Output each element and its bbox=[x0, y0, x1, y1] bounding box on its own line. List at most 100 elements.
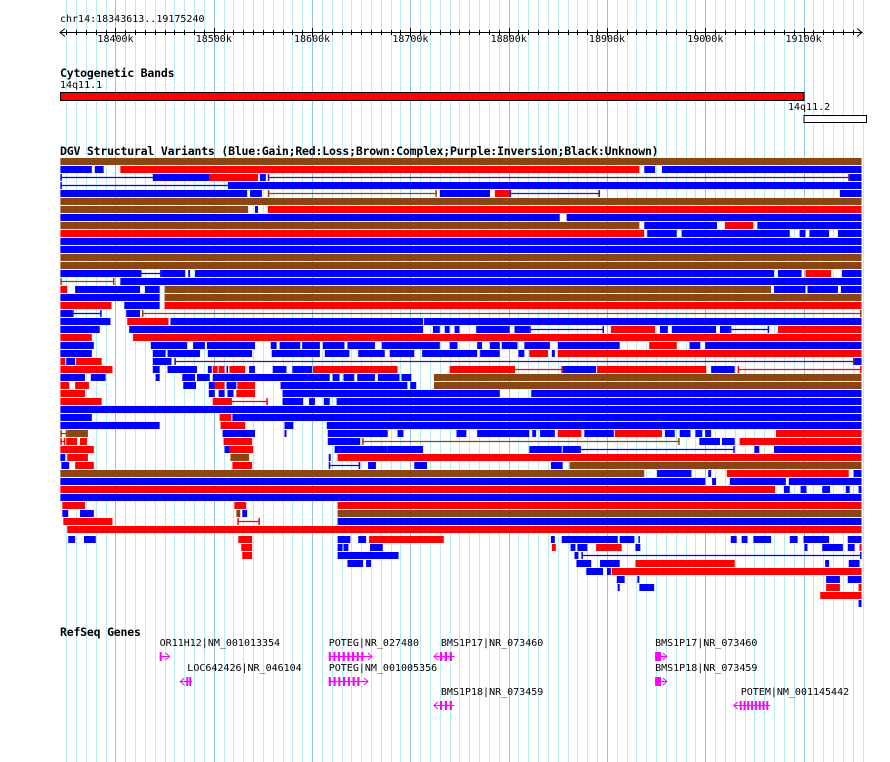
sv-feature-gain[interactable] bbox=[358, 536, 367, 543]
sv-feature-complex[interactable] bbox=[60, 206, 249, 213]
sv-feature-gain[interactable] bbox=[377, 374, 400, 381]
sv-feature-complex[interactable] bbox=[164, 294, 862, 301]
sv-feature-gain[interactable] bbox=[647, 230, 677, 237]
sv-feature-gain[interactable] bbox=[167, 350, 200, 357]
sv-feature-loss[interactable] bbox=[739, 438, 862, 445]
sv-feature-loss[interactable] bbox=[209, 174, 258, 181]
sv-feature-gain[interactable] bbox=[126, 310, 141, 317]
sv-feature-gain[interactable] bbox=[774, 286, 806, 293]
sv-feature-loss[interactable] bbox=[232, 462, 253, 469]
sv-feature-loss[interactable] bbox=[237, 382, 256, 389]
sv-feature-gain[interactable] bbox=[232, 414, 862, 421]
sv-feature-gain[interactable] bbox=[60, 478, 706, 485]
gene-model[interactable] bbox=[655, 677, 668, 686]
sv-feature-gain[interactable] bbox=[152, 358, 172, 365]
cytoband-14q11-2[interactable] bbox=[803, 115, 868, 123]
sv-feature-loss[interactable] bbox=[551, 544, 556, 551]
sv-feature-gain[interactable] bbox=[853, 470, 862, 477]
sv-feature-gain[interactable] bbox=[644, 166, 656, 173]
sv-feature-gain[interactable] bbox=[576, 560, 592, 567]
sv-feature-loss[interactable] bbox=[649, 342, 677, 349]
sv-feature-loss[interactable] bbox=[529, 350, 548, 357]
gene-label[interactable]: POTEG|NR_027480 bbox=[328, 638, 420, 649]
gene-model[interactable] bbox=[328, 652, 373, 661]
sv-feature-loss[interactable] bbox=[229, 446, 254, 453]
sv-feature-gain[interactable] bbox=[368, 462, 376, 469]
sv-feature-gain[interactable] bbox=[689, 342, 701, 349]
sv-feature-loss[interactable] bbox=[449, 366, 514, 373]
sv-feature-gain[interactable] bbox=[271, 350, 320, 357]
sv-feature-gain[interactable] bbox=[224, 446, 230, 453]
sv-feature-complex[interactable] bbox=[60, 222, 640, 229]
sv-feature-gain[interactable] bbox=[449, 342, 458, 349]
sv-feature-gain[interactable] bbox=[711, 366, 735, 373]
sv-feature-loss[interactable] bbox=[858, 584, 862, 591]
sv-feature-gain[interactable] bbox=[60, 374, 85, 381]
sv-feature-gain[interactable] bbox=[661, 166, 862, 173]
sv-feature-gain[interactable] bbox=[439, 190, 490, 197]
sv-feature-loss[interactable] bbox=[120, 166, 640, 173]
sv-feature-gain[interactable] bbox=[606, 568, 611, 575]
sv-feature-loss[interactable] bbox=[229, 366, 246, 373]
sv-feature-gain[interactable] bbox=[80, 510, 94, 517]
sv-feature-gain[interactable] bbox=[753, 536, 772, 543]
sv-feature-loss[interactable] bbox=[220, 422, 246, 429]
sv-feature-gain[interactable] bbox=[280, 382, 408, 389]
sv-feature-gain[interactable] bbox=[721, 438, 735, 445]
sv-feature-gain[interactable] bbox=[381, 342, 440, 349]
gene-model[interactable] bbox=[655, 652, 668, 661]
sv-feature-gain[interactable] bbox=[75, 286, 141, 293]
sv-feature-loss[interactable] bbox=[596, 544, 622, 551]
sv-feature-loss[interactable] bbox=[133, 334, 862, 341]
sv-feature-gain[interactable] bbox=[454, 326, 460, 333]
sv-feature-gain[interactable] bbox=[272, 366, 287, 373]
sv-feature-loss[interactable] bbox=[242, 552, 253, 559]
sv-feature-gain[interactable] bbox=[600, 560, 620, 567]
sv-feature-gain[interactable] bbox=[858, 600, 862, 607]
sv-feature-complex[interactable] bbox=[433, 374, 862, 381]
sv-feature-gain[interactable] bbox=[332, 374, 340, 381]
sv-feature-gain[interactable] bbox=[799, 230, 806, 237]
sv-feature-gain[interactable] bbox=[679, 430, 691, 437]
sv-feature-gain[interactable] bbox=[366, 560, 372, 567]
sv-feature-gain[interactable] bbox=[854, 358, 862, 365]
sv-feature-gain[interactable] bbox=[822, 544, 843, 551]
sv-feature-gain[interactable] bbox=[60, 294, 160, 301]
refseq-track-title[interactable]: RefSeq Genes bbox=[60, 625, 141, 639]
sv-feature-gain[interactable] bbox=[387, 446, 424, 453]
sv-feature-loss[interactable] bbox=[614, 430, 662, 437]
sv-feature-gain[interactable] bbox=[617, 584, 620, 591]
sv-feature-gain[interactable] bbox=[183, 382, 197, 389]
sv-feature-loss[interactable] bbox=[267, 206, 862, 213]
sv-feature-gain[interactable] bbox=[60, 342, 94, 349]
sv-feature-complex[interactable] bbox=[337, 510, 862, 517]
sv-feature-gain[interactable] bbox=[60, 166, 92, 173]
sv-feature-gain[interactable] bbox=[489, 342, 500, 349]
sv-feature-gain[interactable] bbox=[337, 552, 399, 559]
sv-feature-gain[interactable] bbox=[62, 510, 69, 517]
sv-feature-loss[interactable] bbox=[597, 366, 707, 373]
sv-feature-loss[interactable] bbox=[75, 382, 89, 389]
sv-feature-gain[interactable] bbox=[60, 326, 100, 333]
sv-feature-gain[interactable] bbox=[327, 430, 388, 437]
sv-feature-loss[interactable] bbox=[238, 536, 253, 543]
sv-feature-gain[interactable] bbox=[695, 430, 703, 437]
sv-feature-gain[interactable] bbox=[60, 310, 73, 317]
sv-feature-loss[interactable] bbox=[859, 544, 862, 551]
sv-feature-loss[interactable] bbox=[60, 382, 70, 389]
sv-feature-gain[interactable] bbox=[477, 430, 530, 437]
sv-feature-gain[interactable] bbox=[347, 342, 375, 349]
sv-feature-complex[interactable] bbox=[164, 286, 772, 293]
sv-feature-gain[interactable] bbox=[249, 366, 256, 373]
sv-feature-gain[interactable] bbox=[524, 342, 550, 349]
sv-feature-gain[interactable] bbox=[637, 576, 640, 583]
sv-feature-gain[interactable] bbox=[279, 342, 301, 349]
sv-feature-gain[interactable] bbox=[566, 214, 862, 221]
sv-feature-loss[interactable] bbox=[219, 414, 232, 421]
sv-feature-gain[interactable] bbox=[259, 174, 266, 181]
sv-feature-gain[interactable] bbox=[712, 478, 717, 485]
sv-feature-gain[interactable] bbox=[324, 350, 350, 357]
sv-feature-gain[interactable] bbox=[323, 398, 330, 405]
sv-feature-gain[interactable] bbox=[699, 438, 720, 445]
